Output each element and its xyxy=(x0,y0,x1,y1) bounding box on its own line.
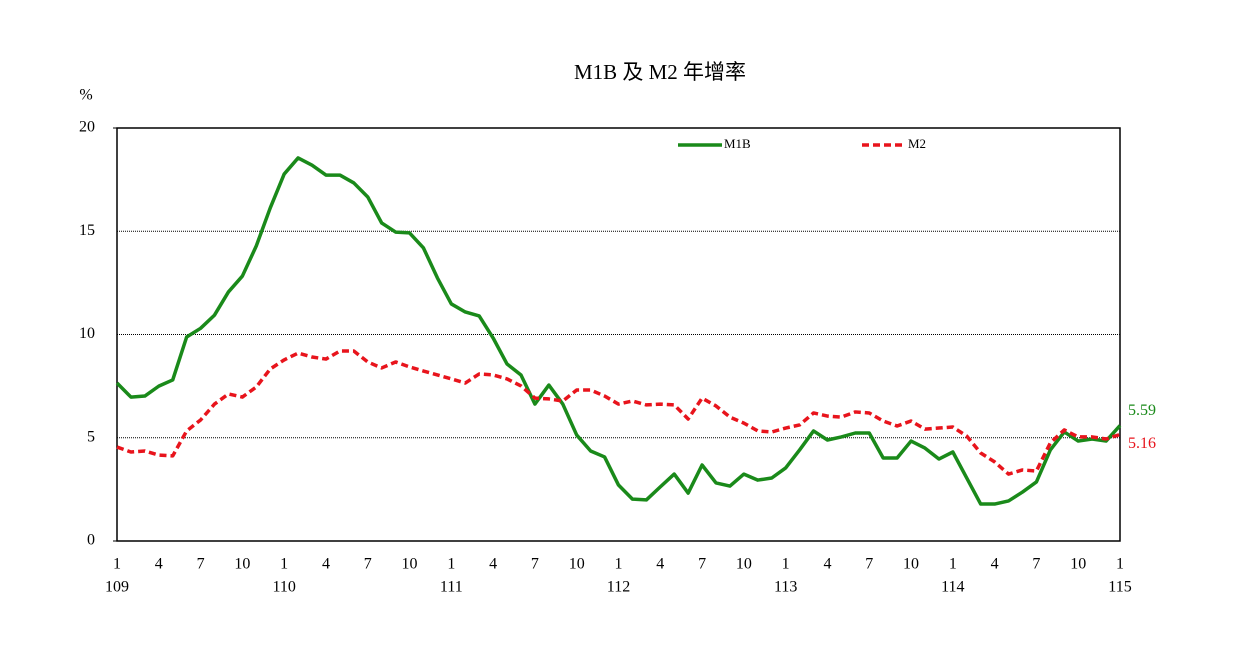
x-tick-label: 1 xyxy=(280,556,288,573)
legend-label: M1B xyxy=(724,136,751,151)
y-tick-label: 10 xyxy=(79,325,95,342)
x-tick-label: 10 xyxy=(903,556,919,573)
x-tick-label: 10 xyxy=(1070,556,1086,573)
x-tick-label: 7 xyxy=(698,556,706,573)
series-line xyxy=(116,349,1121,476)
y-axis-label: % xyxy=(79,87,92,104)
x-year-label: 112 xyxy=(607,579,630,596)
x-year-label: 110 xyxy=(272,579,295,596)
chart-title: M1B 及 M2 年增率 xyxy=(574,60,746,84)
x-year-label: 111 xyxy=(440,579,463,596)
x-year-label: 114 xyxy=(941,579,964,596)
x-year-label: 109 xyxy=(105,579,129,596)
y-tick-label: 0 xyxy=(87,532,95,549)
x-tick-label: 4 xyxy=(991,556,999,573)
x-tick-label: 1 xyxy=(113,556,121,573)
series-line xyxy=(115,156,1122,506)
x-tick-label: 1 xyxy=(1116,556,1124,573)
x-tick-label: 10 xyxy=(736,556,752,573)
x-year-label: 113 xyxy=(774,579,797,596)
legend-label: M2 xyxy=(908,136,926,151)
end-value-label: 5.59 xyxy=(1128,402,1156,419)
x-tick-label: 1 xyxy=(615,556,623,573)
x-tick-label: 10 xyxy=(402,556,418,573)
x-year-label: 115 xyxy=(1108,579,1131,596)
x-tick-label: 4 xyxy=(823,556,831,573)
x-tick-label: 7 xyxy=(364,556,372,573)
x-tick-label: 10 xyxy=(569,556,585,573)
y-tick-label: 15 xyxy=(79,222,95,239)
x-tick-label: 4 xyxy=(656,556,664,573)
x-tick-label: 4 xyxy=(489,556,497,573)
x-tick-label: 4 xyxy=(155,556,163,573)
y-tick-label: 20 xyxy=(79,119,95,136)
end-value-label: 5.16 xyxy=(1128,435,1156,452)
x-tick-label: 4 xyxy=(322,556,330,573)
x-tick-label: 1 xyxy=(949,556,957,573)
x-tick-label: 7 xyxy=(531,556,539,573)
x-tick-label: 7 xyxy=(1032,556,1040,573)
x-tick-label: 10 xyxy=(234,556,250,573)
y-tick-label: 5 xyxy=(87,428,95,445)
x-tick-label: 1 xyxy=(447,556,455,573)
x-tick-label: 7 xyxy=(865,556,873,573)
x-tick-label: 1 xyxy=(782,556,790,573)
x-tick-label: 7 xyxy=(197,556,205,573)
